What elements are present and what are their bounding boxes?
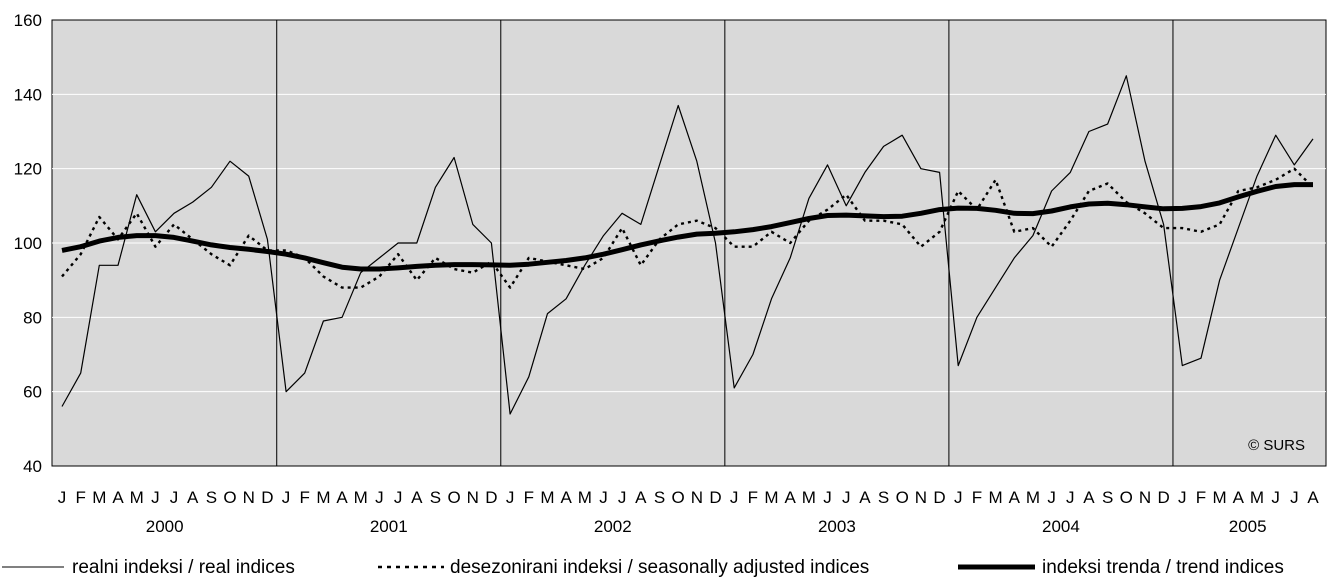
year-label: 2003 [818,517,856,536]
x-tick-label: J [394,488,403,507]
gridlines [52,93,1326,393]
y-tick-label: 120 [14,160,42,179]
x-tick-label: N [1139,488,1151,507]
x-tick-label: M [1026,488,1040,507]
x-tick-label: J [1047,488,1056,507]
x-tick-label: F [524,488,534,507]
legend: realni indeksi / real indices desezonira… [2,557,1284,578]
x-tick-label: A [1307,488,1319,507]
x-tick-label: D [709,488,721,507]
x-tick-label: A [560,488,572,507]
series-real-indices-line [61,75,1314,415]
x-tick-label: F [75,488,85,507]
x-tick-label: A [785,488,797,507]
y-tick-label: 60 [23,383,42,402]
y-axis-ticks: 40 60 80 100 120 140 160 [14,11,42,476]
year-separators [276,20,1174,466]
x-tick-label: F [972,488,982,507]
x-tick-label: N [691,488,703,507]
x-tick-label: J [842,488,851,507]
x-tick-label: M [540,488,554,507]
legend-item-real: realni indeksi / real indices [2,557,295,578]
y-tick-label: 80 [23,308,42,327]
x-tick-label: J [170,488,179,507]
x-tick-label: A [1083,488,1095,507]
x-tick-label: S [878,488,889,507]
x-tick-label: A [112,488,124,507]
x-tick-label: A [635,488,647,507]
year-label: 2001 [370,517,408,536]
x-tick-label: N [915,488,927,507]
y-tick-label: 140 [14,85,42,104]
x-tick-label: M [92,488,106,507]
x-tick-label: S [654,488,665,507]
x-tick-label: J [1271,488,1280,507]
x-tick-label: A [336,488,348,507]
x-tick-label: J [1290,488,1299,507]
legend-label-real: realni indeksi / real indices [72,557,295,578]
x-tick-label: J [823,488,832,507]
x-tick-label: J [282,488,291,507]
x-tick-label: J [58,488,67,507]
x-tick-label: N [467,488,479,507]
x-tick-label: M [764,488,778,507]
year-label: 2005 [1229,517,1267,536]
x-tick-label: M [578,488,592,507]
legend-item-seasonally-adjusted: desezonirani indeksi / seasonally adjust… [378,557,869,578]
x-tick-label: D [485,488,497,507]
x-tick-label: M [354,488,368,507]
x-tick-label: M [130,488,144,507]
x-tick-label: D [261,488,273,507]
x-axis-year-labels: 2000 2001 2002 2003 2004 2005 [146,517,1267,536]
x-tick-label: F [300,488,310,507]
x-tick-label: A [1233,488,1245,507]
x-tick-label: D [933,488,945,507]
x-tick-label: M [802,488,816,507]
y-tick-label: 100 [14,234,42,253]
legend-label-trend: indeksi trenda / trend indices [1042,557,1284,578]
x-tick-label: J [151,488,160,507]
series-group [61,75,1314,415]
x-tick-label: N [243,488,255,507]
copyright-label: © SURS [1248,437,1305,454]
x-tick-label: O [672,488,685,507]
x-tick-label: F [1196,488,1206,507]
x-tick-label: J [730,488,739,507]
x-tick-label: M [1213,488,1227,507]
year-label: 2000 [146,517,184,536]
x-tick-label: M [1250,488,1264,507]
year-label: 2004 [1042,517,1080,536]
x-tick-label: J [1066,488,1075,507]
x-tick-label: J [375,488,384,507]
x-tick-label: A [859,488,871,507]
x-tick-label: A [1009,488,1021,507]
x-tick-label: J [506,488,515,507]
x-tick-label: S [1102,488,1113,507]
x-tick-label: J [1178,488,1187,507]
x-tick-label: S [430,488,441,507]
x-tick-label: S [206,488,217,507]
x-tick-label: O [223,488,236,507]
x-tick-label: D [1157,488,1169,507]
series-trend-line [61,182,1313,272]
x-tick-label: J [599,488,608,507]
x-tick-label: J [954,488,963,507]
x-tick-label: O [447,488,460,507]
y-tick-label: 40 [23,457,42,476]
x-tick-label: A [187,488,199,507]
x-tick-label: F [748,488,758,507]
x-tick-label: J [618,488,627,507]
x-tick-label: M [316,488,330,507]
y-tick-label: 160 [14,11,42,30]
x-tick-label: O [1120,488,1133,507]
legend-label-seasonally-adjusted: desezonirani indeksi / seasonally adjust… [450,557,869,578]
x-tick-label: A [411,488,423,507]
x-tick-label: M [988,488,1002,507]
legend-item-trend: indeksi trenda / trend indices [958,557,1284,578]
year-label: 2002 [594,517,632,536]
x-tick-label: O [896,488,909,507]
